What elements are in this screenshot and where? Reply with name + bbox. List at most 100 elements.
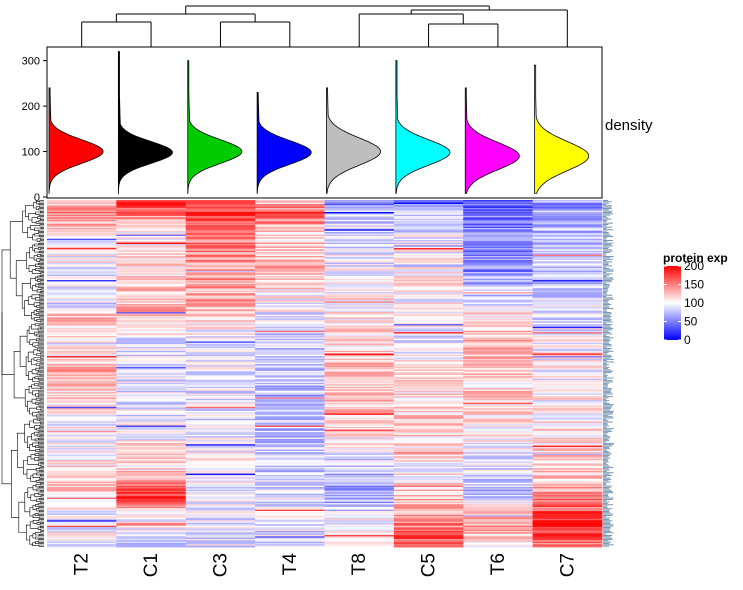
heatmap-cell xyxy=(47,497,117,500)
heatmap-cell xyxy=(185,337,256,340)
heatmap-cell xyxy=(255,441,325,444)
row-dendrogram-branch xyxy=(29,407,37,415)
heatmap-cell xyxy=(47,341,117,344)
heatmap-cell xyxy=(185,392,256,394)
heatmap-cell xyxy=(463,233,534,236)
heatmap-cell xyxy=(185,540,256,543)
heatmap-cell xyxy=(463,209,534,212)
heatmap-cell xyxy=(393,460,464,462)
heatmap-cell xyxy=(116,254,187,257)
row-dendrogram-branch xyxy=(39,316,44,319)
row-label-mark xyxy=(603,289,609,291)
heatmap-cell xyxy=(47,358,117,361)
heatmap-cell xyxy=(255,233,325,236)
heatmap-cell xyxy=(255,256,325,258)
row-dendrogram-branch xyxy=(39,200,44,203)
row-label-mark xyxy=(603,470,607,472)
row-dendrogram-branch xyxy=(38,203,44,205)
heatmap-cell xyxy=(255,232,325,234)
heatmap-cell xyxy=(255,464,325,466)
heatmap-cell xyxy=(116,408,187,410)
heatmap-cell xyxy=(255,425,325,428)
heatmap-cell xyxy=(324,388,395,390)
heatmap-cell xyxy=(255,272,325,274)
heatmap-cell xyxy=(185,256,256,258)
row-dendrogram-branch xyxy=(38,243,44,245)
heatmap-cell xyxy=(116,422,187,425)
row-dendrogram-branch xyxy=(31,324,38,330)
heatmap-cell xyxy=(116,418,187,421)
density-curve-t4 xyxy=(256,92,312,194)
row-label-mark xyxy=(603,230,607,232)
heatmap-cell xyxy=(463,214,534,217)
row-label-mark xyxy=(603,405,613,407)
heatmap-cell xyxy=(47,212,117,214)
row-label-mark xyxy=(603,497,614,499)
heatmap-cell xyxy=(532,230,603,233)
heatmap-column-t8 xyxy=(324,200,395,548)
heatmap-cell xyxy=(532,426,603,429)
heatmap-cell xyxy=(324,426,395,429)
heatmap-cell xyxy=(324,478,395,481)
heatmap-cell xyxy=(255,517,325,520)
heatmap-cell xyxy=(324,441,395,444)
row-label-mark xyxy=(603,348,612,350)
heatmap-cell xyxy=(185,528,256,531)
heatmap-cell xyxy=(463,332,534,334)
legend-tick-label: 0 xyxy=(684,333,691,347)
row-label-mark xyxy=(603,334,607,336)
heatmap-cell xyxy=(324,382,395,385)
heatmap-cell xyxy=(393,320,464,322)
heatmap-cell xyxy=(47,424,117,426)
heatmap-cell xyxy=(393,364,464,366)
heatmap-cell xyxy=(255,493,325,496)
heatmap-cell xyxy=(47,337,117,340)
heatmap-cell xyxy=(116,520,187,523)
heatmap-cell xyxy=(185,357,256,360)
heatmap-cell xyxy=(463,228,534,230)
heatmap-cell xyxy=(532,524,603,527)
heatmap-cell xyxy=(116,525,187,528)
heatmap-cell xyxy=(116,414,187,417)
heatmap-cell xyxy=(116,361,187,364)
heatmap-cell xyxy=(116,381,187,384)
heatmap-cell xyxy=(463,312,534,314)
heatmap-cell xyxy=(324,293,395,296)
heatmap-cell xyxy=(47,376,117,378)
heatmap-cell xyxy=(393,434,464,437)
heatmap-cell xyxy=(116,242,187,245)
heatmap-cell xyxy=(463,526,534,529)
heatmap-cell xyxy=(47,516,117,519)
heatmap-cell xyxy=(463,509,534,512)
heatmap-cell xyxy=(463,469,534,472)
heatmap-cell xyxy=(116,401,187,404)
heatmap-cell xyxy=(463,456,534,458)
row-label-mark xyxy=(603,276,607,277)
heatmap-cell xyxy=(116,280,187,282)
heatmap-cell xyxy=(324,526,395,529)
heatmap-cell xyxy=(393,496,464,499)
heatmap-cell xyxy=(116,429,187,432)
heatmap-cell xyxy=(324,509,395,512)
heatmap-cell xyxy=(324,482,395,485)
heatmap-cell xyxy=(393,237,464,240)
heatmap-cell xyxy=(393,301,464,304)
heatmap-cell xyxy=(324,212,395,214)
row-dendrogram-branch xyxy=(38,285,44,288)
heatmap-cell xyxy=(532,437,603,440)
heatmap-cell xyxy=(463,468,534,470)
heatmap-cell xyxy=(185,437,256,440)
heatmap-cell xyxy=(324,516,395,519)
heatmap-cell xyxy=(47,521,117,524)
heatmap-cell xyxy=(47,250,117,253)
heatmap-cell xyxy=(393,316,464,318)
heatmap-cell xyxy=(532,244,603,246)
heatmap-cell xyxy=(324,238,395,241)
heatmap-cell xyxy=(532,521,603,524)
heatmap-cell xyxy=(116,336,187,338)
heatmap-cell xyxy=(324,334,395,337)
row-label-mark xyxy=(603,537,612,539)
heatmap-cell xyxy=(393,288,464,290)
heatmap-cell xyxy=(463,354,534,357)
